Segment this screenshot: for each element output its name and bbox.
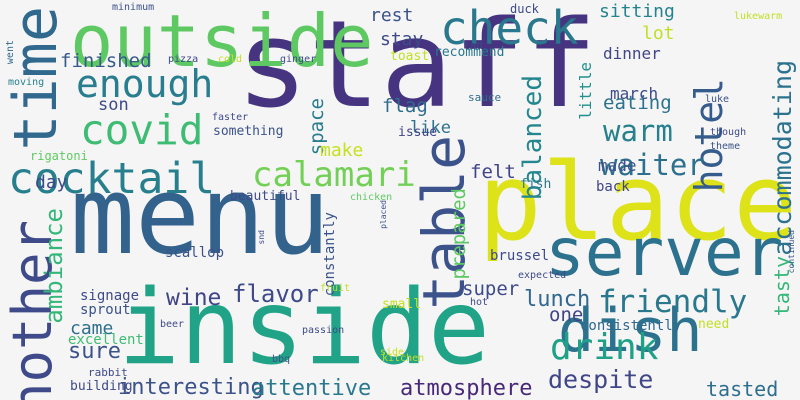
cloud-word: waiter — [600, 148, 705, 182]
cloud-word: son — [98, 95, 129, 115]
cloud-word: one — [549, 304, 584, 326]
cloud-word: rest — [370, 5, 414, 26]
cloud-word: felt — [470, 161, 516, 183]
cloud-word: theme — [710, 141, 741, 152]
cloud-word: brussel — [490, 248, 550, 264]
cloud-word: outside — [70, 0, 374, 83]
cloud-word: consistently — [580, 318, 682, 334]
cloud-word: day — [35, 172, 68, 193]
cloud-word: scallop — [165, 245, 225, 261]
cloud-word: minimum — [112, 2, 155, 13]
cloud-word: menu — [70, 154, 331, 279]
cloud-word: building — [70, 379, 133, 394]
cloud-word: dinner — [603, 44, 661, 63]
cloud-word: passion — [302, 325, 345, 336]
cloud-word: duck — [510, 2, 539, 16]
cloud-word: came — [70, 318, 114, 339]
cloud-word: placed — [379, 200, 388, 229]
cloud-word: make — [320, 140, 364, 161]
cloud-word: hot — [470, 297, 489, 308]
cloud-word: back — [596, 179, 630, 195]
cloud-word: friendly — [598, 284, 748, 320]
cloud-word: like — [410, 118, 451, 138]
cloud-word: toast — [390, 49, 430, 64]
cloud-word: eating — [603, 92, 672, 114]
cloud-word: chicken — [350, 192, 393, 203]
cloud-word: interesting — [118, 375, 264, 400]
cloud-word: kitchen — [382, 353, 425, 364]
cloud-word: rabbit — [88, 366, 128, 379]
cloud-word: warm — [603, 114, 673, 148]
cloud-word: beautiful — [230, 189, 301, 204]
cloud-word: lukewarm — [734, 11, 783, 22]
cloud-word: super — [462, 278, 520, 300]
cloud-word: prepared — [448, 188, 470, 280]
cloud-word: server — [545, 214, 784, 291]
cloud-word: beer — [160, 319, 185, 330]
cloud-word: lot — [642, 23, 675, 44]
cloud-word: flag — [382, 95, 428, 117]
cloud-word: march — [610, 84, 659, 103]
cloud-word: moving — [8, 77, 45, 88]
cloud-word: accommodating — [768, 60, 797, 256]
cloud-word: inside — [118, 268, 491, 388]
cloud-word: drink — [550, 327, 659, 368]
cloud-word: signage — [80, 288, 140, 304]
cloud-word: tasted — [706, 377, 779, 400]
cloud-word: issue — [398, 125, 438, 140]
cloud-word: sprout — [80, 302, 131, 318]
cloud-word: place — [478, 141, 798, 264]
cloud-word: luke — [705, 94, 730, 105]
cloud-word: though — [710, 127, 747, 138]
cloud-word: side — [380, 347, 405, 358]
cloud-word: little — [576, 62, 595, 120]
cloud-word: calamari — [252, 155, 416, 195]
cloud-word: rigatoni — [30, 149, 88, 163]
cloud-word: excellent — [68, 332, 144, 348]
cloud-word: pizza — [168, 54, 199, 65]
cloud-word: flavor — [232, 280, 319, 308]
cloud-word: something — [213, 124, 284, 139]
cloud-word: sitting — [599, 1, 675, 22]
cloud-word: despite — [548, 365, 654, 394]
cloud-word: sure — [68, 339, 121, 364]
cloud-word: made — [598, 156, 637, 175]
cloud-word: enough — [76, 62, 214, 106]
cloud-word: need — [698, 317, 730, 332]
cloud-word: recommend — [434, 45, 505, 60]
cloud-word: stay — [380, 29, 424, 50]
cloud-word: covid — [80, 106, 204, 154]
cloud-word: ginger — [280, 54, 317, 65]
cloud-word: dish — [558, 296, 703, 366]
cloud-word: cold — [218, 54, 243, 65]
cloud-word: finished — [60, 50, 152, 72]
cloud-word: lunch — [524, 287, 591, 312]
cloud-word: snd — [257, 230, 266, 245]
cloud-word: cocktail — [8, 154, 216, 204]
cloud-word: wine — [166, 285, 222, 311]
cloud-word: expected — [518, 270, 567, 281]
cloud-word: fish — [520, 177, 552, 192]
cloud-word: tad — [463, 39, 483, 52]
cloud-word: ambiance — [40, 208, 68, 324]
cloud-word: faster — [212, 112, 249, 123]
cloud-word: sauce — [468, 91, 502, 104]
cloud-word: atmosphere — [400, 376, 533, 400]
cloud-word: went — [5, 40, 16, 65]
cloud-word: bbq — [272, 354, 291, 365]
cloud-word: attentive — [252, 376, 372, 400]
cloud-word: small — [382, 297, 422, 312]
cloud-word: fruit — [320, 283, 351, 294]
cloud-word: continued — [787, 230, 796, 274]
cloud-word: staff — [236, 0, 598, 135]
cloud-word: check — [440, 1, 579, 55]
